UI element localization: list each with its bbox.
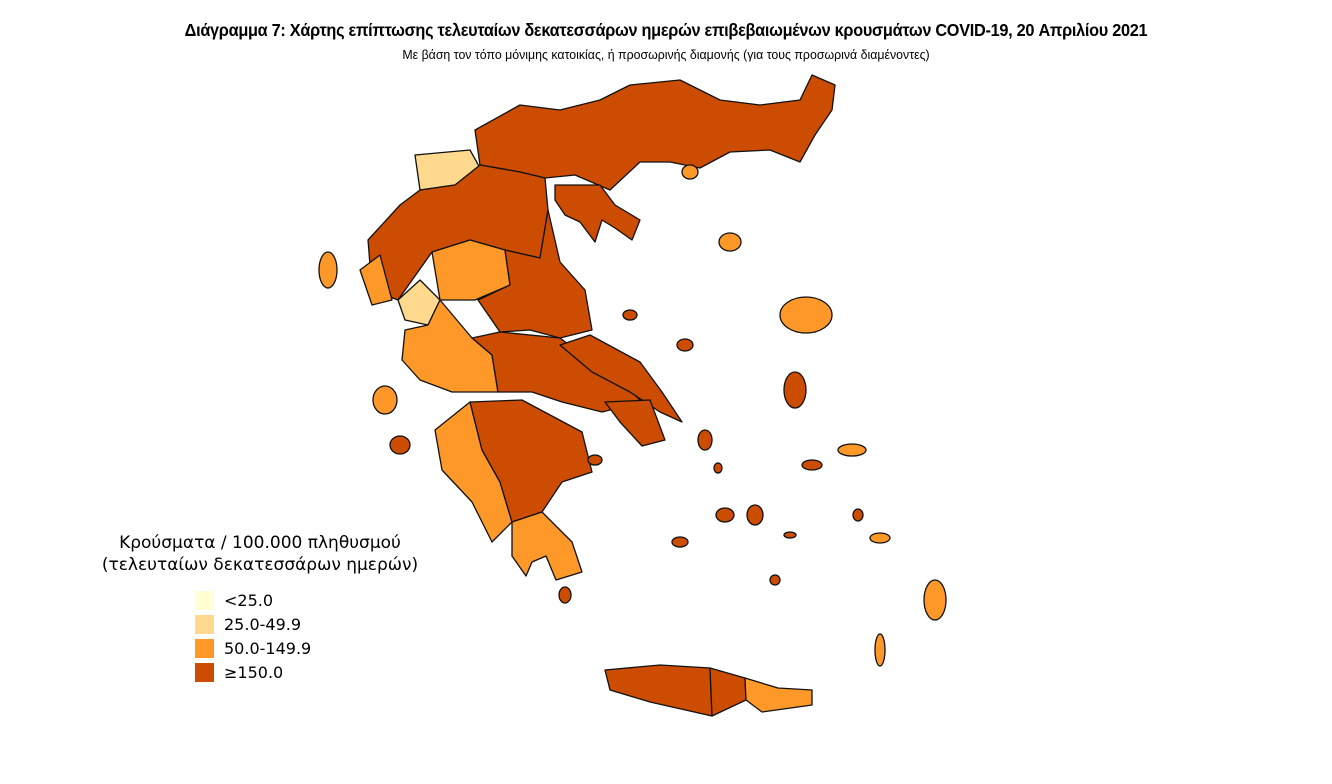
island-milos bbox=[671, 536, 689, 548]
region-evia bbox=[559, 334, 683, 423]
legend-title-line2: (τελευταίων δεκατεσσάρων ημερών) bbox=[101, 555, 419, 575]
region-crete-lasithi bbox=[744, 677, 813, 713]
legend-swatch bbox=[195, 614, 214, 634]
region-peloponnese-center bbox=[469, 399, 593, 523]
island-kalymnos bbox=[852, 508, 864, 522]
legend: Κρούσματα / 100.000 πληθυσμού (τελευταίω… bbox=[80, 532, 440, 684]
island-karpathos bbox=[874, 633, 886, 667]
region-thessaly-east bbox=[477, 209, 593, 339]
legend-title-line1: Κρούσματα / 100.000 πληθυσμού bbox=[119, 533, 401, 553]
island-amorgos bbox=[783, 531, 797, 539]
legend-swatch bbox=[195, 662, 214, 682]
island-corfu bbox=[318, 251, 338, 289]
legend-swatch bbox=[195, 590, 214, 610]
region-laconia bbox=[511, 511, 583, 581]
island-samos bbox=[837, 443, 867, 457]
region-chalkidiki bbox=[554, 184, 641, 243]
region-crete-west bbox=[604, 664, 713, 717]
island-kythira bbox=[558, 586, 572, 604]
island-santorini bbox=[769, 574, 781, 586]
island-kos bbox=[869, 532, 891, 544]
legend-item: 50.0-149.9 bbox=[195, 636, 440, 660]
island-rhodes bbox=[923, 579, 947, 621]
island-thasos bbox=[681, 164, 699, 180]
island-skyros bbox=[676, 338, 694, 352]
island-skiathos bbox=[622, 309, 638, 321]
region-crete-heraklion bbox=[709, 667, 747, 717]
island-paros bbox=[715, 507, 735, 523]
island-lesvos bbox=[779, 296, 833, 334]
legend-item: <25.0 bbox=[195, 588, 440, 612]
legend-swatch bbox=[195, 638, 214, 658]
island-naxos bbox=[746, 504, 764, 526]
island-zakynthos bbox=[389, 435, 411, 455]
island-syros bbox=[713, 462, 723, 474]
island-chios bbox=[783, 371, 807, 409]
island-salamina-aegina bbox=[587, 454, 603, 466]
map-title: Διάγραμμα 7: Χάρτης επίπτωσης τελευταίων… bbox=[184, 20, 1148, 40]
island-andros bbox=[697, 429, 713, 451]
map-subtitle: Με βάση τον τόπο μόνιμης κατοικίας, ή πρ… bbox=[402, 47, 930, 62]
region-thrace-east-macedonia bbox=[474, 74, 836, 191]
region-thesprotia bbox=[359, 254, 393, 306]
island-ikaria bbox=[801, 459, 823, 471]
island-lemnos bbox=[718, 232, 742, 252]
island-kefalonia bbox=[372, 385, 398, 415]
region-attica bbox=[604, 399, 666, 447]
legend-item: ≥150.0 bbox=[195, 660, 440, 684]
legend-item: 25.0-49.9 bbox=[195, 612, 440, 636]
